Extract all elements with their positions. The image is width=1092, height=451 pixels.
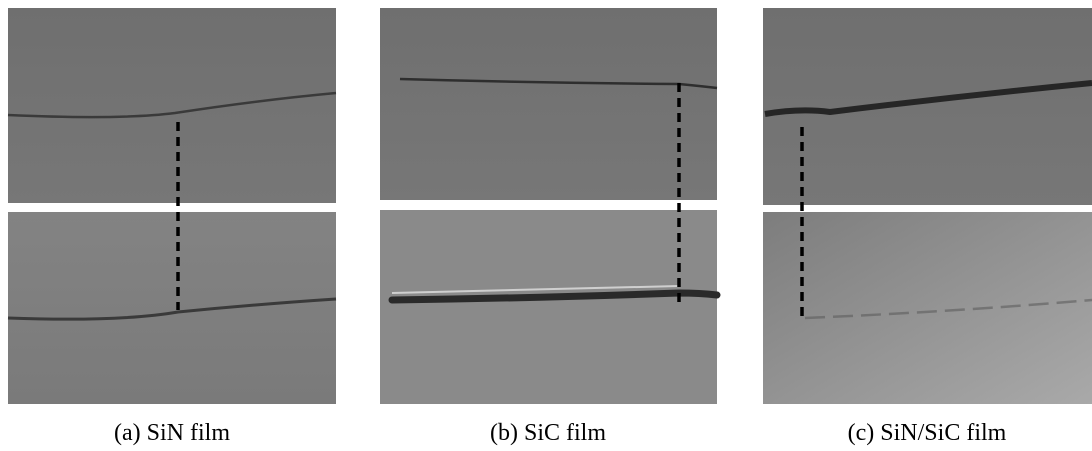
image-top: [380, 8, 717, 200]
panel-a: [8, 8, 336, 404]
panel-b: [380, 8, 717, 404]
image-top: [763, 8, 1092, 205]
caption: (b) SiC film: [490, 420, 606, 446]
figure: (a) SiN film (b) SiC film (c) SiN/SiC fi…: [0, 0, 1092, 451]
caption: (a) SiN film: [114, 420, 230, 446]
panel-c: [763, 8, 1092, 404]
caption: (c) SiN/SiC film: [848, 420, 1007, 446]
image-bottom: [8, 212, 336, 404]
image-bottom: [763, 212, 1092, 404]
page: {"figure": {"panels": [ {"caption": "(a)…: [0, 0, 1092, 451]
image-top: [8, 8, 336, 203]
image-bottom: [380, 210, 717, 404]
